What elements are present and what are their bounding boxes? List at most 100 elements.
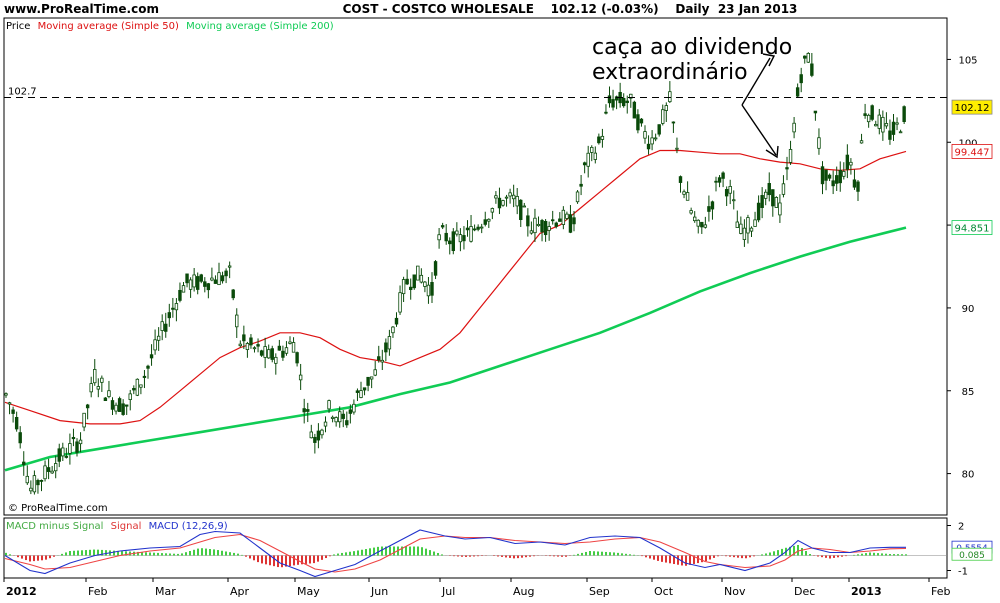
candle-body bbox=[781, 183, 786, 195]
candle-body bbox=[483, 219, 487, 225]
candle-body bbox=[224, 270, 228, 277]
candle-body bbox=[93, 369, 97, 384]
candle-body bbox=[71, 436, 76, 440]
candle-body bbox=[657, 124, 661, 135]
candle-body bbox=[89, 383, 93, 393]
macd-line bbox=[4, 529, 906, 578]
candle-body bbox=[327, 400, 331, 410]
candle-body bbox=[845, 154, 850, 170]
candle-body bbox=[526, 215, 530, 227]
candle-body bbox=[377, 356, 381, 361]
candle-body bbox=[568, 214, 573, 233]
candle-body bbox=[281, 350, 285, 358]
x-tick-label: Sep bbox=[589, 585, 610, 598]
candle-body bbox=[132, 388, 136, 391]
chart-title: COST - COSTCO WHOLESALE 102.12 (-0.03%) … bbox=[343, 2, 798, 16]
candle-body bbox=[849, 161, 853, 166]
candle-body bbox=[490, 208, 495, 213]
candle-body bbox=[277, 345, 282, 351]
candle-body bbox=[217, 272, 221, 286]
candle-body bbox=[504, 196, 509, 199]
candle-body bbox=[178, 289, 182, 301]
candle-body bbox=[384, 342, 388, 353]
macd-legend-signal: Signal bbox=[111, 521, 142, 532]
candle-body bbox=[675, 147, 679, 150]
candle-body bbox=[891, 121, 896, 135]
candle-body bbox=[700, 221, 704, 228]
candle-body bbox=[803, 55, 807, 59]
candle-body bbox=[398, 292, 402, 313]
candle-body bbox=[309, 431, 313, 439]
price-panel bbox=[3, 17, 948, 516]
candle-body bbox=[238, 343, 242, 347]
legend-price: Price Moving average (Simple 50) Moving … bbox=[6, 21, 334, 32]
y-tick-label: 100 bbox=[958, 138, 977, 149]
candle-body bbox=[881, 116, 885, 133]
candle-body bbox=[245, 343, 250, 350]
candle-body bbox=[320, 429, 324, 436]
candle-body bbox=[242, 334, 246, 342]
candle-body bbox=[85, 404, 90, 409]
candle-body bbox=[167, 312, 171, 319]
candle-body bbox=[39, 479, 44, 482]
candle-body bbox=[78, 439, 83, 445]
tag-hist-text: 0.085 bbox=[959, 551, 985, 561]
candle-body bbox=[458, 234, 463, 243]
site-label[interactable]: www.ProRealTime.com bbox=[4, 2, 159, 16]
candle-body bbox=[408, 286, 413, 291]
candle-body bbox=[732, 199, 736, 202]
candle-body bbox=[7, 402, 12, 405]
arrow-down-head bbox=[765, 145, 779, 159]
candle-body bbox=[110, 400, 115, 410]
candle-body bbox=[877, 114, 881, 129]
candle-body bbox=[842, 171, 846, 177]
candle-body bbox=[888, 130, 892, 140]
candle-body bbox=[874, 123, 878, 127]
candle-body bbox=[171, 307, 175, 310]
candle-body bbox=[685, 192, 690, 201]
ma200-line bbox=[4, 226, 907, 472]
candle-body bbox=[661, 109, 665, 124]
candle-body bbox=[380, 359, 384, 363]
candle-body bbox=[348, 409, 353, 414]
candle-body bbox=[117, 398, 122, 412]
candle-body bbox=[600, 135, 605, 140]
candle-body bbox=[121, 403, 125, 415]
candle-body bbox=[622, 97, 626, 107]
candle-body bbox=[760, 195, 764, 208]
candle-body bbox=[164, 323, 168, 332]
candle-body bbox=[323, 421, 328, 427]
candle-body bbox=[487, 218, 491, 222]
candle-body bbox=[295, 352, 299, 364]
candle-body bbox=[266, 349, 271, 359]
candle-body bbox=[394, 317, 399, 325]
tag-ma200-text: 94.851 bbox=[955, 224, 990, 235]
tag-last-price-text: 102.12 bbox=[955, 103, 990, 114]
candle-body bbox=[330, 416, 335, 419]
x-tick-label: Dec bbox=[794, 585, 815, 598]
candle-body bbox=[529, 230, 534, 234]
x-tick-label: Jul bbox=[441, 585, 455, 598]
x-tick-label: Mar bbox=[155, 585, 176, 598]
candle-body bbox=[43, 465, 47, 480]
candle-body bbox=[302, 408, 306, 413]
candle-body bbox=[714, 180, 718, 183]
candle-body bbox=[547, 226, 551, 231]
candle-body bbox=[671, 121, 676, 124]
candle-body bbox=[199, 274, 203, 282]
candle-body bbox=[316, 430, 321, 441]
candle-body bbox=[707, 206, 711, 212]
price-axis: 80859095100105 bbox=[947, 55, 978, 481]
candle-body bbox=[753, 219, 757, 227]
candle-body bbox=[419, 274, 424, 283]
candle-body bbox=[813, 110, 818, 114]
candle-body bbox=[54, 463, 58, 472]
candle-body bbox=[270, 348, 274, 360]
candle-body bbox=[355, 390, 360, 393]
tag-hist-box bbox=[951, 547, 993, 561]
candle-body bbox=[756, 202, 761, 221]
candle-body bbox=[220, 275, 225, 282]
candle-body bbox=[352, 403, 356, 413]
candle-body bbox=[249, 337, 253, 346]
candle-body bbox=[554, 222, 558, 227]
